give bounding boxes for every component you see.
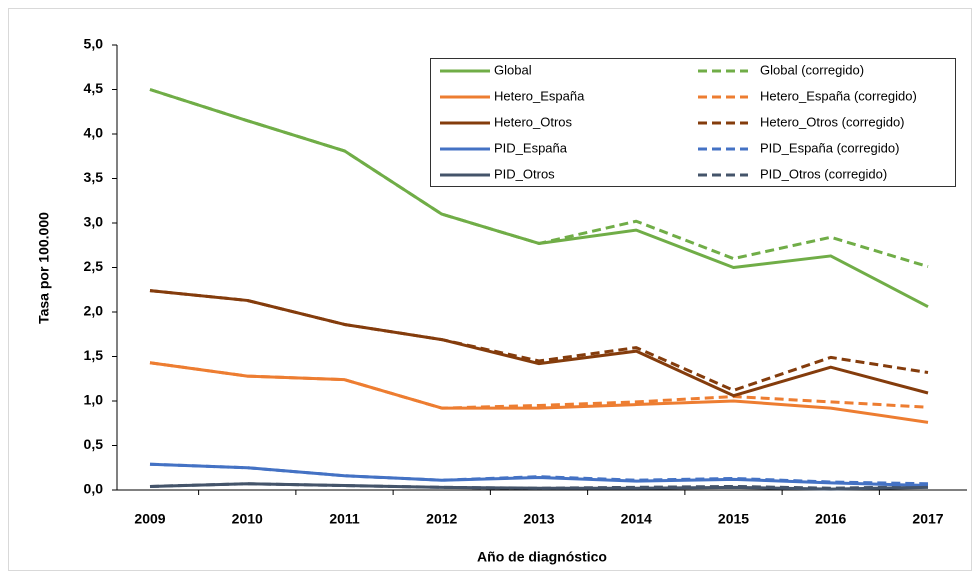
x-tick-label: 2011 bbox=[329, 511, 360, 527]
x-tick-label: 2013 bbox=[523, 511, 554, 527]
y-tick-label: 1,5 bbox=[84, 347, 104, 363]
series-line bbox=[149, 462, 929, 488]
series-line bbox=[149, 88, 929, 308]
x-tick-label: 2017 bbox=[912, 511, 943, 527]
x-tick-label: 2010 bbox=[232, 511, 263, 527]
legend-label: PID_España bbox=[494, 140, 568, 155]
legend-label: PID_España (corregido) bbox=[760, 140, 899, 155]
y-tick-label: 5,0 bbox=[84, 36, 104, 52]
legend-box bbox=[430, 58, 956, 187]
y-tick-label: 3,0 bbox=[84, 214, 104, 230]
x-tick-label: 2012 bbox=[426, 511, 457, 527]
x-tick-label: 2016 bbox=[815, 511, 846, 527]
y-tick-label: 0,0 bbox=[84, 481, 104, 497]
legend-label: Global (corregido) bbox=[760, 62, 864, 77]
y-tick-label: 2,5 bbox=[84, 258, 104, 274]
y-tick-label: 1,0 bbox=[84, 392, 104, 408]
series-line bbox=[149, 482, 929, 491]
y-tick-label: 3,5 bbox=[84, 169, 104, 185]
legend-label: Hetero_España bbox=[494, 88, 585, 103]
x-tick-label: 2015 bbox=[718, 511, 749, 527]
x-tick-label: 2014 bbox=[621, 511, 652, 527]
legend-label: Hetero_Otros (corregido) bbox=[760, 114, 905, 129]
series-line bbox=[149, 361, 929, 424]
legend-label: Global bbox=[494, 62, 532, 77]
legend-label: PID_Otros bbox=[494, 166, 555, 181]
legend-label: PID_Otros (corregido) bbox=[760, 166, 887, 181]
y-tick-label: 2,0 bbox=[84, 303, 104, 319]
x-axis-title: Año de diagnóstico bbox=[477, 549, 607, 565]
series-line bbox=[149, 289, 929, 398]
y-axis-title: Tasa por 100.000 bbox=[36, 212, 52, 324]
y-tick-label: 0,5 bbox=[84, 436, 104, 452]
legend-label: Hetero_Otros bbox=[494, 114, 573, 129]
y-tick-label: 4,0 bbox=[84, 125, 104, 141]
y-tick-label: 4,5 bbox=[84, 80, 104, 96]
legend-label: Hetero_España (corregido) bbox=[760, 88, 917, 103]
x-tick-label: 2009 bbox=[134, 511, 165, 527]
